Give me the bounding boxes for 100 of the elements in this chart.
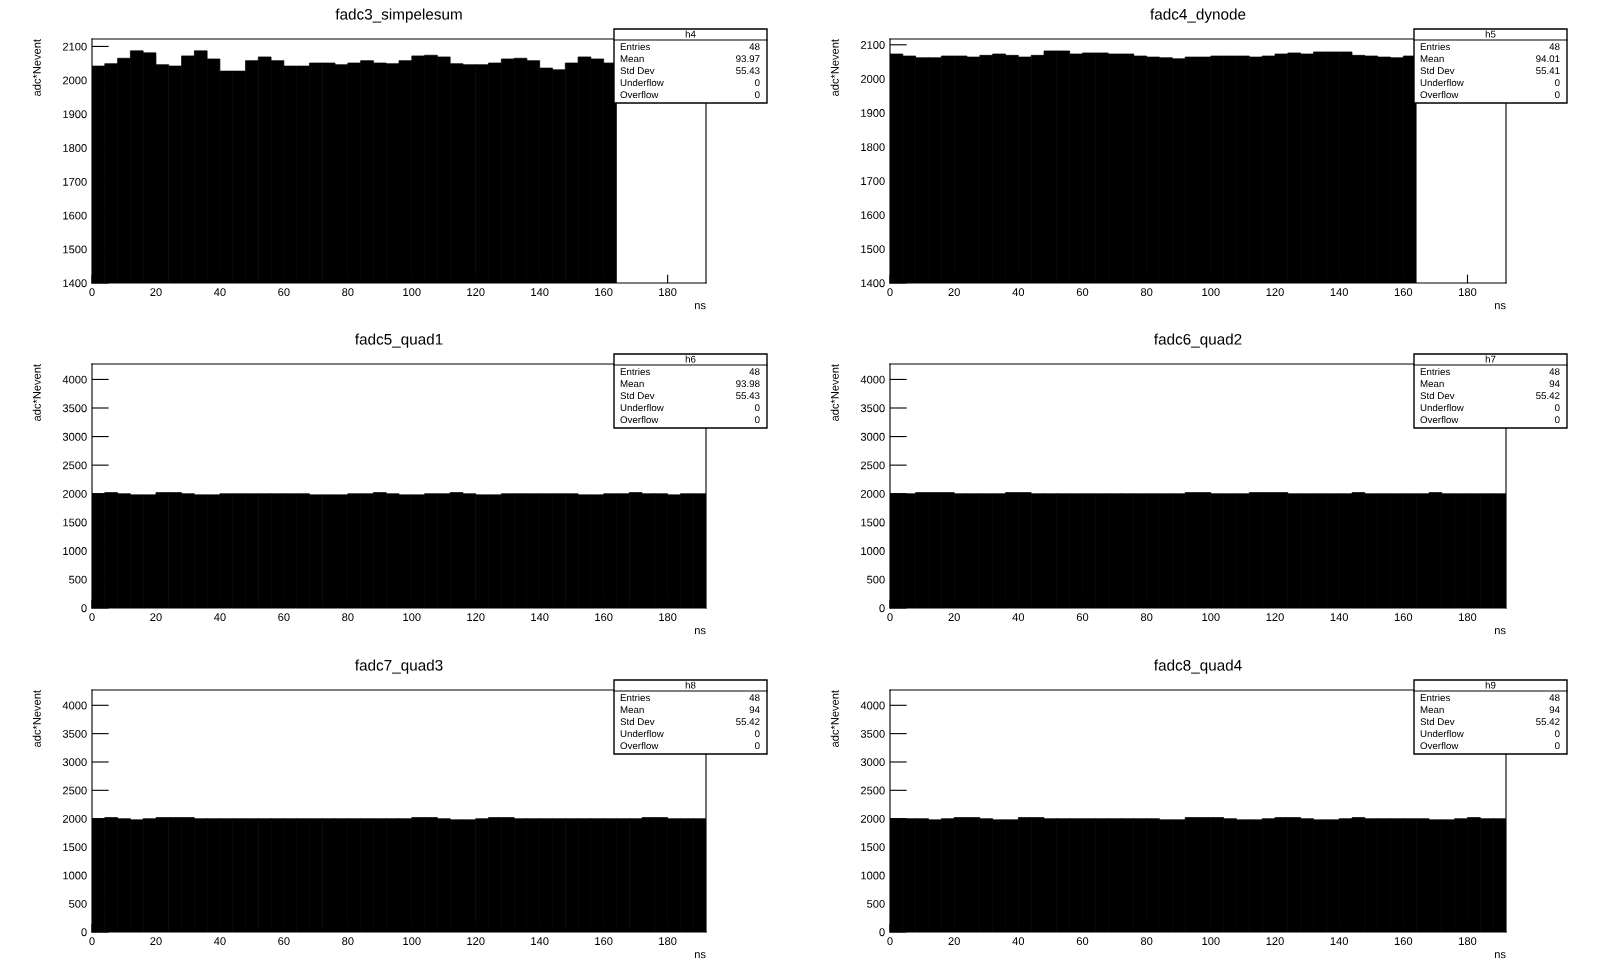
x-tick-label: 0 <box>887 613 893 622</box>
text: 55.42 <box>736 718 760 726</box>
text: 48 <box>1549 43 1560 51</box>
text: 0 <box>1554 742 1560 750</box>
x-tick-label: 120 <box>467 937 485 946</box>
chart-title: fadc3_simpelesum <box>335 8 462 23</box>
x-tick-label: 40 <box>213 613 226 622</box>
annotation: Underflow <box>1420 729 1464 738</box>
x-tick-label: 60 <box>278 937 290 946</box>
y-tick-label: 3500 <box>62 404 87 413</box>
x-tick-label: 80 <box>1140 288 1153 297</box>
text: 0 <box>754 91 760 99</box>
y-tick-label: 2100 <box>860 41 885 49</box>
text: 93.97 <box>736 55 760 63</box>
text: 55.43 <box>736 392 760 400</box>
x-axis-title: ns <box>1495 952 1506 959</box>
text: 0 <box>754 742 760 750</box>
x-tick-label: 60 <box>1076 288 1089 297</box>
x-tick-label: 180 <box>1459 937 1477 946</box>
y-tick-label: 2500 <box>860 461 885 470</box>
x-tick-label: 0 <box>89 937 95 946</box>
text: 55.42 <box>1536 392 1560 400</box>
y-tick-label: 1000 <box>63 547 87 555</box>
text: h5 <box>1485 30 1496 38</box>
y-axis-title: adc*Nevent <box>32 364 41 421</box>
y-tick-label: 1000 <box>861 547 885 555</box>
text: 0 <box>754 730 760 738</box>
x-tick-label: 100 <box>403 288 421 297</box>
text: 94 <box>1549 380 1560 388</box>
x-tick-label: 100 <box>1202 937 1220 946</box>
x-tick-label: 80 <box>342 288 354 297</box>
text: 0 <box>1554 404 1560 412</box>
x-tick-label: 60 <box>278 288 290 297</box>
x-tick-label: 20 <box>948 288 960 297</box>
text: 48 <box>749 694 760 702</box>
y-tick-label: 1500 <box>63 843 87 852</box>
y-tick-label: 1600 <box>63 211 87 220</box>
y-tick-label: 1500 <box>63 518 87 527</box>
x-tick-label: 180 <box>1459 613 1477 622</box>
annotation: Overflow <box>1420 415 1459 424</box>
annotation: Std Dev <box>1420 66 1455 75</box>
y-tick-label: 2100 <box>62 42 87 51</box>
x-axis-title: ns <box>695 303 706 310</box>
text: 55.43 <box>736 67 760 75</box>
annotation: Std Dev <box>1420 391 1455 400</box>
y-tick-label: 2000 <box>860 814 885 823</box>
x-tick-label: 140 <box>531 288 549 297</box>
annotation: Mean <box>620 380 644 388</box>
x-tick-label: 80 <box>342 937 354 946</box>
y-tick-label: 1400 <box>63 279 87 288</box>
annotation: Entries <box>620 42 650 51</box>
text: 0 <box>1554 416 1560 424</box>
x-tick-label: 180 <box>659 288 677 297</box>
x-tick-label: 20 <box>150 613 162 622</box>
y-tick-label: 3000 <box>62 432 87 441</box>
x-tick-label: 180 <box>1459 288 1477 297</box>
y-tick-label: 1000 <box>861 871 885 880</box>
annotation: Mean <box>1420 706 1444 714</box>
text: 48 <box>1549 368 1560 376</box>
y-tick-label: 2000 <box>62 489 87 498</box>
y-tick-label: 2500 <box>860 786 885 795</box>
annotation: Overflow <box>620 741 659 750</box>
annotation: Underflow <box>620 403 664 412</box>
x-tick-label: 40 <box>1012 288 1025 297</box>
x-tick-label: 100 <box>1202 288 1220 297</box>
annotation: Underflow <box>1420 78 1464 87</box>
y-axis-title: adc*Nevent <box>830 39 839 96</box>
y-tick-label: 2000 <box>860 489 885 498</box>
x-tick-label: 120 <box>1266 613 1284 622</box>
x-tick-label: 80 <box>1140 937 1153 946</box>
text: 94 <box>749 706 760 714</box>
annotation: Std Dev <box>1420 717 1455 726</box>
x-tick-label: 20 <box>150 288 162 297</box>
text: 55.42 <box>1536 718 1560 726</box>
x-tick-label: 160 <box>595 937 613 946</box>
x-tick-label: 140 <box>1330 613 1348 622</box>
y-tick-label: 1500 <box>861 843 885 852</box>
text: 94 <box>1549 706 1560 714</box>
x-axis-title: ns <box>695 628 706 635</box>
y-tick-label: 3000 <box>62 758 87 767</box>
x-axis-title: ns <box>1495 303 1506 310</box>
y-tick-label: 500 <box>69 575 87 584</box>
text: 48 <box>749 368 760 376</box>
y-tick-label: 4000 <box>62 375 87 384</box>
annotation: Overflow <box>1420 741 1459 750</box>
x-tick-label: 20 <box>948 937 960 946</box>
text: 0 <box>754 79 760 87</box>
text: 48 <box>749 43 760 51</box>
x-tick-label: 100 <box>403 613 421 622</box>
y-tick-label: 3500 <box>62 729 87 738</box>
y-tick-label: 1500 <box>861 245 885 254</box>
text: 93.98 <box>736 380 760 388</box>
annotation: Entries <box>1420 367 1450 376</box>
x-tick-label: 40 <box>213 937 226 946</box>
x-tick-label: 180 <box>659 937 677 946</box>
y-tick-label: 3500 <box>860 404 885 413</box>
text: h4 <box>685 30 696 38</box>
x-tick-label: 40 <box>213 288 226 297</box>
y-tick-label: 500 <box>867 899 885 908</box>
y-tick-label: 4000 <box>860 701 885 710</box>
